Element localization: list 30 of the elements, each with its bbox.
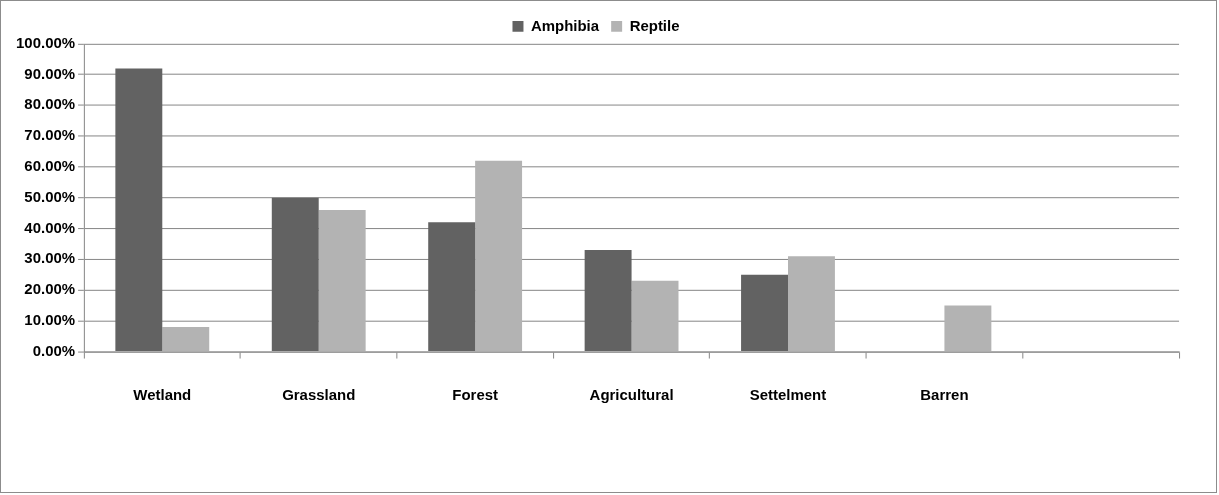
bar [788, 256, 835, 352]
y-tick-label: 10.00% [24, 310, 76, 328]
y-tick-label: 0.00% [32, 341, 76, 359]
y-tick-label: 70.00% [24, 126, 76, 144]
x-tick-label: Settelment [749, 385, 827, 403]
bar [318, 210, 366, 352]
y-tick-label: 100.00% [16, 33, 76, 51]
legend-label: Amphibia [530, 16, 600, 34]
bar [584, 250, 632, 352]
y-tick-label: 20.00% [24, 280, 76, 298]
y-tick-label: 40.00% [24, 218, 76, 236]
bar [631, 280, 679, 352]
y-tick-label: 80.00% [24, 95, 76, 113]
y-tick-label: 30.00% [24, 249, 76, 267]
x-tick-label: Grassland [282, 385, 356, 403]
legend-label: Reptile [629, 16, 680, 34]
y-tick-label: 60.00% [24, 157, 76, 175]
bar [271, 197, 319, 352]
bar [162, 326, 210, 352]
x-tick-label: Forest [452, 385, 499, 403]
y-tick-label: 90.00% [24, 64, 76, 82]
bar [115, 68, 163, 352]
bar [428, 222, 476, 352]
x-tick-label: Wetland [133, 385, 192, 403]
bar [944, 305, 992, 352]
bar [741, 274, 788, 352]
y-tick-label: 50.00% [24, 187, 76, 205]
bar [475, 160, 523, 352]
x-tick-label: Barren [920, 385, 969, 403]
x-tick-label: Agricultural [589, 385, 674, 403]
